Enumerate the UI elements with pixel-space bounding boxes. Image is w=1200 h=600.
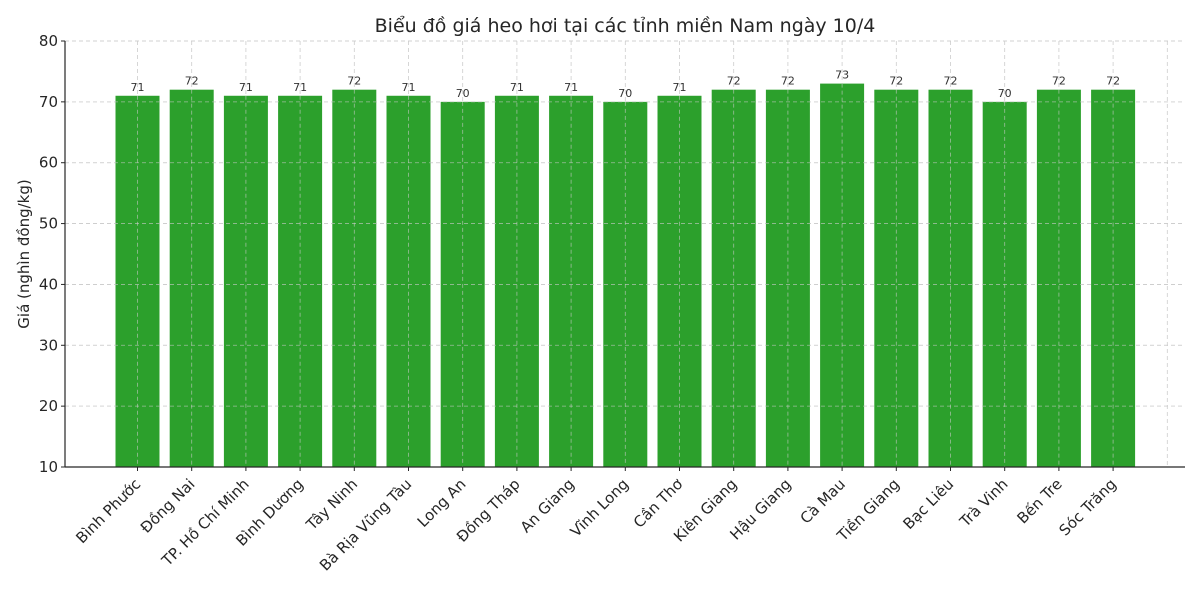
y-tick-label: 10 (39, 458, 58, 476)
y-tick-label: 80 (39, 32, 58, 50)
bar (928, 89, 973, 467)
x-tick-label: Cà Mau (797, 475, 849, 527)
y-tick-label: 70 (39, 93, 58, 111)
y-axis-label: Giá (nghìn đồng/kg) (15, 179, 33, 328)
bar-value-label: 73 (835, 69, 849, 82)
x-tick-label: Cần Thơ (630, 475, 687, 532)
y-tick-label: 50 (39, 215, 58, 233)
chart-title: Biểu đồ giá heo hơi tại các tỉnh miền Na… (375, 15, 876, 37)
x-tick-label: Sóc Trăng (1056, 475, 1120, 539)
bar-value-label: 71 (239, 81, 253, 94)
y-tick-label: 30 (39, 336, 58, 354)
bar-value-label: 72 (1052, 75, 1066, 88)
bar-value-label: 71 (402, 81, 416, 94)
x-tick-label: Long An (414, 475, 470, 531)
y-tick-label: 60 (39, 154, 58, 172)
bar-value-label: 70 (618, 87, 632, 100)
bar-value-label: 71 (510, 81, 524, 94)
bar-value-label: 72 (347, 75, 361, 88)
bar (332, 89, 377, 467)
bar-value-label: 71 (131, 81, 145, 94)
bar-value-label: 72 (727, 75, 741, 88)
bar (1091, 89, 1136, 467)
bar (169, 89, 214, 467)
bar-value-label: 72 (1106, 75, 1120, 88)
x-tick-label: Vĩnh Long (567, 475, 632, 540)
bar (711, 89, 756, 467)
bar-value-label: 70 (456, 87, 470, 100)
x-tick-label: Bình Phước (72, 475, 144, 547)
bar-value-label: 71 (564, 81, 578, 94)
x-tick-label: Bến Tre (1014, 475, 1066, 527)
x-tick-label: Bà Rịa Vũng Tàu (316, 475, 415, 574)
x-tick-label: Bạc Liêu (900, 475, 958, 533)
bar-value-label: 72 (944, 75, 958, 88)
bar-value-label: 72 (781, 75, 795, 88)
bar (874, 89, 919, 467)
bar-value-label: 72 (185, 75, 199, 88)
bar (1036, 89, 1081, 467)
bar-value-label: 70 (998, 87, 1012, 100)
grid-overlay (65, 40, 1185, 467)
y-tick-label: 40 (39, 275, 58, 293)
bars: 71 72 71 71 72 71 70 71 71 70 71 72 72 73 72 72 70 72 72 (65, 40, 1185, 468)
bar-value-label: 71 (673, 81, 687, 94)
y-axis-ticks: 10 20 30 40 50 60 70 80 (39, 32, 65, 476)
y-tick-label: 20 (39, 397, 58, 415)
bar (765, 89, 810, 467)
x-tick-label: Trà Vinh (956, 475, 1012, 531)
bar-value-label: 71 (293, 81, 307, 94)
bar-value-label: 72 (889, 75, 903, 88)
